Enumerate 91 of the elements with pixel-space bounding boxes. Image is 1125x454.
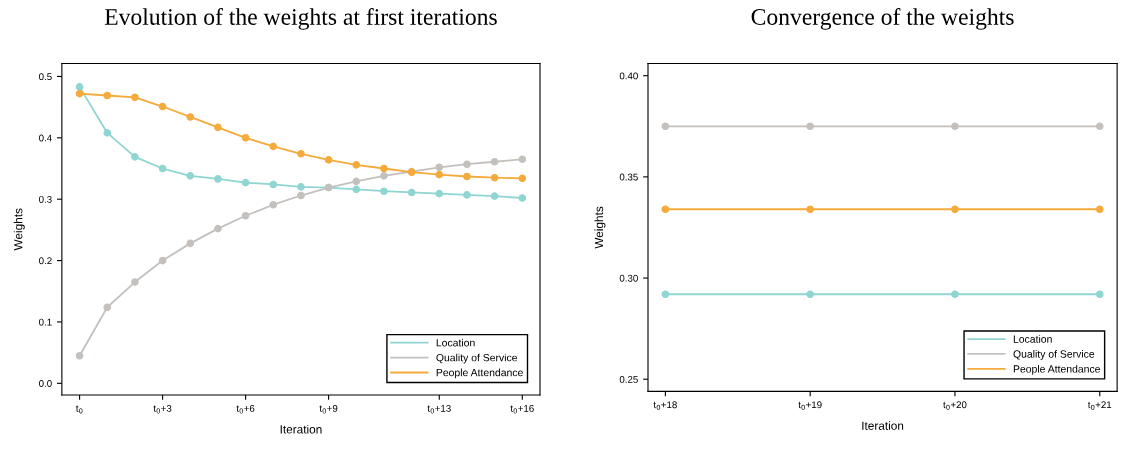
- x-tick-label: t$_{0}$+21: [1087, 401, 1112, 410]
- point: [75, 351, 84, 360]
- point: [241, 178, 250, 187]
- point: [435, 163, 444, 172]
- point: [806, 205, 814, 214]
- point: [158, 256, 167, 265]
- point: [380, 164, 388, 173]
- x-tick-label: t$_{0}$+18: [653, 401, 677, 410]
- chart-title: Convergence of the weights: [751, 8, 1014, 30]
- legend-label: People Attendance: [1013, 364, 1100, 375]
- legend-label: Location: [1013, 335, 1052, 343]
- x-tick-label: t$_{0}$+9: [319, 404, 338, 414]
- legend-label: Location: [436, 338, 475, 347]
- point: [951, 122, 959, 131]
- point: [352, 161, 361, 169]
- point: [435, 170, 444, 179]
- point: [158, 164, 167, 173]
- point: [661, 122, 670, 131]
- point: [324, 156, 333, 164]
- point: [297, 149, 305, 158]
- point: [1095, 122, 1104, 131]
- y-tick-label: 0.25: [619, 375, 638, 383]
- point: [103, 303, 112, 312]
- point: [75, 89, 84, 98]
- x-tick-label: t$_{0}$+16: [510, 404, 534, 414]
- point: [75, 83, 84, 91]
- point: [661, 205, 670, 214]
- point: [518, 194, 527, 202]
- point: [214, 123, 222, 132]
- y-axis-title: Weights: [594, 206, 606, 249]
- y-tick-label: 0.5: [39, 73, 52, 81]
- point: [269, 180, 278, 189]
- y-tick-label: 0.0: [39, 380, 52, 387]
- point: [214, 175, 222, 183]
- point: [186, 113, 195, 121]
- x-tick-label: t$_{0}$+20: [943, 401, 967, 410]
- y-axis-title: Weights: [13, 208, 25, 251]
- point: [214, 224, 222, 233]
- x-tick-label: t$_{0}$: [75, 405, 83, 414]
- point: [131, 278, 139, 286]
- y-tick-label: 0.30: [619, 274, 638, 282]
- point: [241, 211, 250, 220]
- legend-label: People Attendance: [436, 368, 523, 379]
- point: [103, 129, 112, 137]
- point: [269, 142, 278, 151]
- point: [186, 239, 195, 248]
- point: [806, 290, 814, 299]
- point: [131, 93, 139, 102]
- point: [352, 185, 361, 194]
- point: [131, 153, 139, 161]
- x-tick-label: t$_{0}$+19: [798, 401, 822, 410]
- point: [103, 91, 112, 100]
- point: [297, 191, 305, 200]
- x-axis-title: Iteration: [862, 421, 904, 430]
- y-tick-label: 0.4: [39, 134, 52, 142]
- point: [380, 187, 388, 196]
- point: [490, 192, 499, 200]
- y-tick-label: 0.3: [39, 195, 52, 203]
- point: [806, 122, 814, 131]
- point: [1095, 205, 1104, 214]
- point: [661, 290, 670, 299]
- point: [241, 134, 250, 142]
- x-axis-title: Iteration: [280, 424, 322, 434]
- point: [463, 191, 471, 199]
- x-tick-label: t$_{0}$+13: [427, 404, 451, 414]
- legend-label: Quality of Service: [436, 353, 518, 364]
- point: [518, 155, 527, 164]
- point: [158, 102, 167, 111]
- point: [435, 189, 444, 198]
- point: [951, 290, 959, 299]
- point: [269, 200, 278, 209]
- point: [518, 174, 527, 183]
- point: [352, 177, 361, 186]
- point: [951, 205, 959, 214]
- y-tick-label: 0.2: [39, 257, 52, 265]
- x-tick-label: t$_{0}$+3: [153, 404, 172, 414]
- point: [463, 172, 471, 181]
- y-tick-label: 0.40: [619, 72, 638, 80]
- point: [186, 172, 195, 180]
- point: [463, 160, 471, 169]
- point: [490, 157, 499, 166]
- point: [407, 188, 416, 197]
- y-tick-label: 0.1: [39, 318, 52, 326]
- y-tick-label: 0.35: [619, 173, 638, 181]
- legend-label: Quality of Service: [1013, 350, 1095, 360]
- chart-title: Evolution of the weights at first iterations: [104, 8, 497, 30]
- x-tick-label: t$_{0}$+6: [236, 404, 255, 414]
- point: [380, 172, 388, 180]
- point: [297, 183, 305, 191]
- point: [490, 173, 499, 182]
- point: [1095, 290, 1104, 299]
